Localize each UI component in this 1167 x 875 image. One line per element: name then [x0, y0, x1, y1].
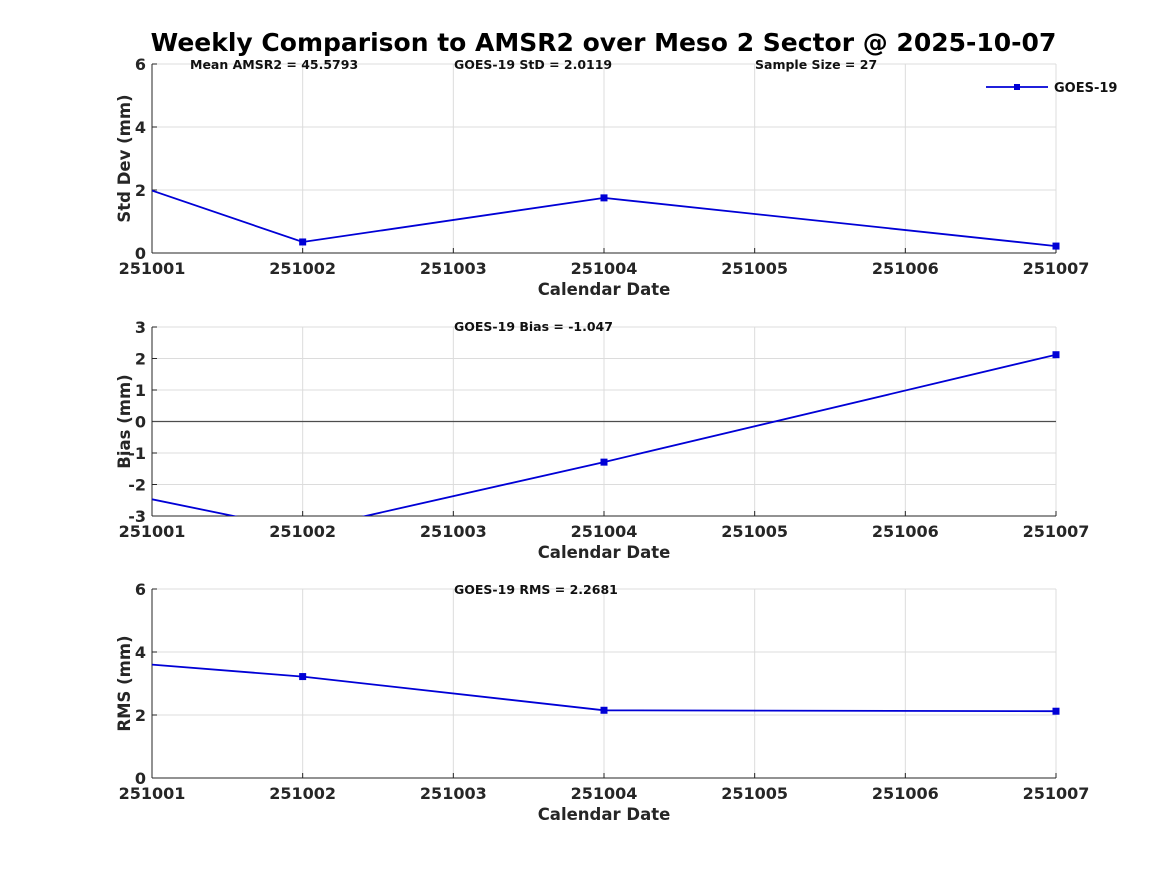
- x-tick-label: 251007: [1023, 784, 1090, 803]
- x-tick-label: 251001: [119, 522, 186, 541]
- y-tick-label: 2: [135, 181, 146, 200]
- x-tick-label: 251003: [420, 522, 487, 541]
- x-tick-label: 251005: [721, 259, 788, 278]
- figure-title: Weekly Comparison to AMSR2 over Meso 2 S…: [150, 28, 1057, 57]
- x-tick-label: 251007: [1023, 522, 1090, 541]
- legend-label: GOES-19: [1054, 81, 1117, 96]
- x-tick-label: 251001: [119, 259, 186, 278]
- data-point: [1052, 351, 1060, 359]
- y-tick-label: 1: [135, 381, 146, 400]
- sample-size-annotation: Sample Size = 27: [755, 57, 878, 72]
- y-axis-label: Bias (mm): [115, 374, 134, 468]
- x-tick-label: 251002: [269, 259, 336, 278]
- y-axis-label: RMS (mm): [115, 635, 134, 731]
- x-tick-label: 251004: [571, 522, 638, 541]
- x-tick-label: 251004: [571, 259, 638, 278]
- x-tick-label: 251006: [872, 784, 939, 803]
- data-point: [600, 458, 608, 466]
- data-point: [1052, 242, 1060, 250]
- x-axis-label: Calendar Date: [538, 805, 671, 824]
- x-axis-label: Calendar Date: [538, 543, 671, 562]
- y-tick-label: 3: [135, 318, 146, 337]
- y-tick-label: 4: [135, 643, 146, 662]
- x-axis-label: Calendar Date: [538, 280, 671, 299]
- goes-std-annotation: GOES-19 StD = 2.0119: [454, 57, 613, 72]
- y-tick-label: 0: [135, 413, 146, 432]
- y-tick-label: 2: [135, 706, 146, 725]
- x-tick-label: 251005: [721, 784, 788, 803]
- y-tick-label: -3: [128, 507, 146, 526]
- goes-bias-annotation: GOES-19 Bias = -1.047: [454, 319, 613, 334]
- x-tick-label: 251006: [872, 259, 939, 278]
- x-tick-label: 251005: [721, 522, 788, 541]
- series-line-goes-19: [152, 353, 1056, 516]
- x-tick-label: 251003: [420, 259, 487, 278]
- data-point: [600, 194, 608, 202]
- y-tick-label: -2: [128, 476, 146, 495]
- data-point: [299, 673, 307, 681]
- data-point: [299, 238, 307, 246]
- y-tick-label: 6: [135, 580, 146, 599]
- y-axis-label: Std Dev (mm): [115, 94, 134, 222]
- x-tick-label: 251001: [119, 784, 186, 803]
- panel-bias: 251001 251002 251003 251004 251005 251006 2510…: [115, 318, 1089, 562]
- x-tick-label: 251004: [571, 784, 638, 803]
- data-point: [600, 706, 608, 714]
- x-tick-label: 251003: [420, 784, 487, 803]
- series-line-goes-19: [152, 663, 1056, 713]
- y-tick-label: 2: [135, 350, 146, 369]
- series-line-goes-19: [152, 189, 1056, 247]
- y-tick-label: 0: [135, 769, 146, 788]
- goes-rms-annotation: GOES-19 RMS = 2.2681: [454, 582, 618, 597]
- legend-marker: [1014, 84, 1020, 90]
- mean-amsr2-annotation: Mean AMSR2 = 45.5793: [190, 57, 359, 72]
- panel-std: 251001 251002 251003 251004 251005 251006 2510…: [115, 55, 1117, 299]
- data-point: [1052, 707, 1060, 715]
- y-tick-label: -1: [128, 444, 146, 463]
- y-tick-label: 4: [135, 118, 146, 137]
- y-tick-label: 0: [135, 244, 146, 263]
- x-tick-label: 251006: [872, 522, 939, 541]
- y-tick-label: 6: [135, 55, 146, 74]
- legend: GOES-19: [986, 81, 1117, 96]
- x-tick-label: 251007: [1023, 259, 1090, 278]
- x-tick-label: 251002: [269, 522, 336, 541]
- panel-rms: 251001 251002 251003 251004 251005 251006 2510…: [115, 580, 1089, 824]
- x-tick-label: 251002: [269, 784, 336, 803]
